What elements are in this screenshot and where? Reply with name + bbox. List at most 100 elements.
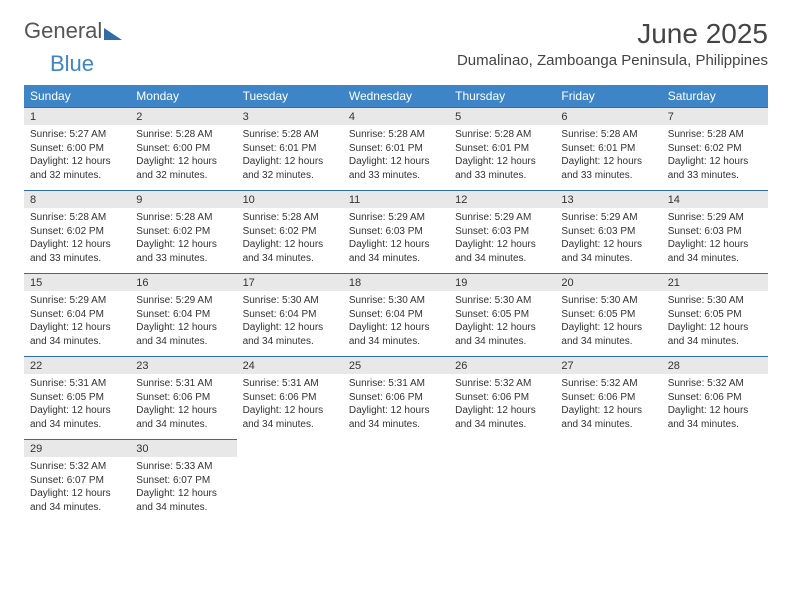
day-content: Sunrise: 5:31 AMSunset: 6:06 PMDaylight:… <box>130 374 236 439</box>
day-content: Sunrise: 5:28 AMSunset: 6:01 PMDaylight:… <box>555 125 661 190</box>
sunrise-text: Sunrise: 5:32 AM <box>455 377 549 391</box>
daylight-text: Daylight: 12 hours and 34 minutes. <box>30 404 124 431</box>
day-cell: 21Sunrise: 5:30 AMSunset: 6:05 PMDayligh… <box>662 273 768 356</box>
day-cell: 20Sunrise: 5:30 AMSunset: 6:05 PMDayligh… <box>555 273 661 356</box>
day-number: 23 <box>130 356 236 374</box>
daylight-text: Daylight: 12 hours and 34 minutes. <box>455 238 549 265</box>
day-content: Sunrise: 5:28 AMSunset: 6:02 PMDaylight:… <box>237 208 343 273</box>
day-content: Sunrise: 5:28 AMSunset: 6:02 PMDaylight:… <box>662 125 768 190</box>
sunrise-text: Sunrise: 5:29 AM <box>455 211 549 225</box>
day-content: Sunrise: 5:28 AMSunset: 6:02 PMDaylight:… <box>130 208 236 273</box>
sunrise-text: Sunrise: 5:28 AM <box>136 128 230 142</box>
day-cell: 23Sunrise: 5:31 AMSunset: 6:06 PMDayligh… <box>130 356 236 439</box>
daylight-text: Daylight: 12 hours and 33 minutes. <box>668 155 762 182</box>
sunset-text: Sunset: 6:06 PM <box>136 391 230 405</box>
day-number: 10 <box>237 190 343 208</box>
day-content: Sunrise: 5:30 AMSunset: 6:05 PMDaylight:… <box>449 291 555 356</box>
day-cell <box>237 439 343 522</box>
day-number: 9 <box>130 190 236 208</box>
week-row: 15Sunrise: 5:29 AMSunset: 6:04 PMDayligh… <box>24 273 768 356</box>
day-content: Sunrise: 5:29 AMSunset: 6:03 PMDaylight:… <box>449 208 555 273</box>
day-content: Sunrise: 5:33 AMSunset: 6:07 PMDaylight:… <box>130 457 236 522</box>
day-content: Sunrise: 5:27 AMSunset: 6:00 PMDaylight:… <box>24 125 130 190</box>
dayhead-thu: Thursday <box>449 85 555 107</box>
sunset-text: Sunset: 6:06 PM <box>455 391 549 405</box>
sunset-text: Sunset: 6:00 PM <box>136 142 230 156</box>
day-cell: 25Sunrise: 5:31 AMSunset: 6:06 PMDayligh… <box>343 356 449 439</box>
sunset-text: Sunset: 6:02 PM <box>243 225 337 239</box>
day-cell: 14Sunrise: 5:29 AMSunset: 6:03 PMDayligh… <box>662 190 768 273</box>
day-number: 5 <box>449 107 555 125</box>
logo-text-1: General <box>24 18 102 44</box>
sunrise-text: Sunrise: 5:28 AM <box>668 128 762 142</box>
day-cell: 24Sunrise: 5:31 AMSunset: 6:06 PMDayligh… <box>237 356 343 439</box>
day-number: 13 <box>555 190 661 208</box>
daylight-text: Daylight: 12 hours and 32 minutes. <box>30 155 124 182</box>
day-cell: 16Sunrise: 5:29 AMSunset: 6:04 PMDayligh… <box>130 273 236 356</box>
day-cell: 22Sunrise: 5:31 AMSunset: 6:05 PMDayligh… <box>24 356 130 439</box>
day-number: 21 <box>662 273 768 291</box>
day-content: Sunrise: 5:31 AMSunset: 6:06 PMDaylight:… <box>343 374 449 439</box>
daylight-text: Daylight: 12 hours and 34 minutes. <box>243 321 337 348</box>
dayhead-wed: Wednesday <box>343 85 449 107</box>
sunrise-text: Sunrise: 5:28 AM <box>243 128 337 142</box>
day-number: 12 <box>449 190 555 208</box>
sunset-text: Sunset: 6:02 PM <box>668 142 762 156</box>
daylight-text: Daylight: 12 hours and 34 minutes. <box>349 404 443 431</box>
sunset-text: Sunset: 6:06 PM <box>561 391 655 405</box>
day-cell: 30Sunrise: 5:33 AMSunset: 6:07 PMDayligh… <box>130 439 236 522</box>
sunrise-text: Sunrise: 5:29 AM <box>349 211 443 225</box>
day-cell: 3Sunrise: 5:28 AMSunset: 6:01 PMDaylight… <box>237 107 343 190</box>
sunrise-text: Sunrise: 5:30 AM <box>668 294 762 308</box>
sunset-text: Sunset: 6:02 PM <box>30 225 124 239</box>
daylight-text: Daylight: 12 hours and 34 minutes. <box>30 487 124 514</box>
dayhead-fri: Friday <box>555 85 661 107</box>
day-number: 3 <box>237 107 343 125</box>
day-cell: 9Sunrise: 5:28 AMSunset: 6:02 PMDaylight… <box>130 190 236 273</box>
day-cell: 12Sunrise: 5:29 AMSunset: 6:03 PMDayligh… <box>449 190 555 273</box>
day-number: 14 <box>662 190 768 208</box>
day-cell <box>555 439 661 522</box>
day-number: 4 <box>343 107 449 125</box>
day-cell: 17Sunrise: 5:30 AMSunset: 6:04 PMDayligh… <box>237 273 343 356</box>
week-row: 8Sunrise: 5:28 AMSunset: 6:02 PMDaylight… <box>24 190 768 273</box>
day-content: Sunrise: 5:30 AMSunset: 6:05 PMDaylight:… <box>662 291 768 356</box>
sunrise-text: Sunrise: 5:30 AM <box>561 294 655 308</box>
day-content: Sunrise: 5:32 AMSunset: 6:06 PMDaylight:… <box>449 374 555 439</box>
daylight-text: Daylight: 12 hours and 34 minutes. <box>668 404 762 431</box>
sunrise-text: Sunrise: 5:27 AM <box>30 128 124 142</box>
sunrise-text: Sunrise: 5:28 AM <box>136 211 230 225</box>
month-title: June 2025 <box>457 18 768 50</box>
sunrise-text: Sunrise: 5:29 AM <box>136 294 230 308</box>
sunrise-text: Sunrise: 5:30 AM <box>349 294 443 308</box>
day-number: 11 <box>343 190 449 208</box>
day-number: 26 <box>449 356 555 374</box>
day-number: 19 <box>449 273 555 291</box>
day-cell: 28Sunrise: 5:32 AMSunset: 6:06 PMDayligh… <box>662 356 768 439</box>
daylight-text: Daylight: 12 hours and 33 minutes. <box>30 238 124 265</box>
daylight-text: Daylight: 12 hours and 34 minutes. <box>243 404 337 431</box>
day-cell: 1Sunrise: 5:27 AMSunset: 6:00 PMDaylight… <box>24 107 130 190</box>
sunset-text: Sunset: 6:06 PM <box>349 391 443 405</box>
day-content: Sunrise: 5:29 AMSunset: 6:03 PMDaylight:… <box>555 208 661 273</box>
sunrise-text: Sunrise: 5:30 AM <box>455 294 549 308</box>
logo: General <box>24 18 122 44</box>
sunrise-text: Sunrise: 5:28 AM <box>561 128 655 142</box>
daylight-text: Daylight: 12 hours and 33 minutes. <box>136 238 230 265</box>
day-content: Sunrise: 5:32 AMSunset: 6:07 PMDaylight:… <box>24 457 130 522</box>
daylight-text: Daylight: 12 hours and 34 minutes. <box>136 404 230 431</box>
day-number: 28 <box>662 356 768 374</box>
sunset-text: Sunset: 6:01 PM <box>349 142 443 156</box>
day-content: Sunrise: 5:29 AMSunset: 6:04 PMDaylight:… <box>130 291 236 356</box>
sunset-text: Sunset: 6:00 PM <box>30 142 124 156</box>
sunrise-text: Sunrise: 5:33 AM <box>136 460 230 474</box>
day-number: 1 <box>24 107 130 125</box>
day-number: 16 <box>130 273 236 291</box>
sunset-text: Sunset: 6:04 PM <box>243 308 337 322</box>
day-header-row: Sunday Monday Tuesday Wednesday Thursday… <box>24 85 768 107</box>
day-content: Sunrise: 5:32 AMSunset: 6:06 PMDaylight:… <box>555 374 661 439</box>
day-content: Sunrise: 5:28 AMSunset: 6:01 PMDaylight:… <box>449 125 555 190</box>
day-content: Sunrise: 5:28 AMSunset: 6:00 PMDaylight:… <box>130 125 236 190</box>
day-number: 8 <box>24 190 130 208</box>
day-cell: 10Sunrise: 5:28 AMSunset: 6:02 PMDayligh… <box>237 190 343 273</box>
